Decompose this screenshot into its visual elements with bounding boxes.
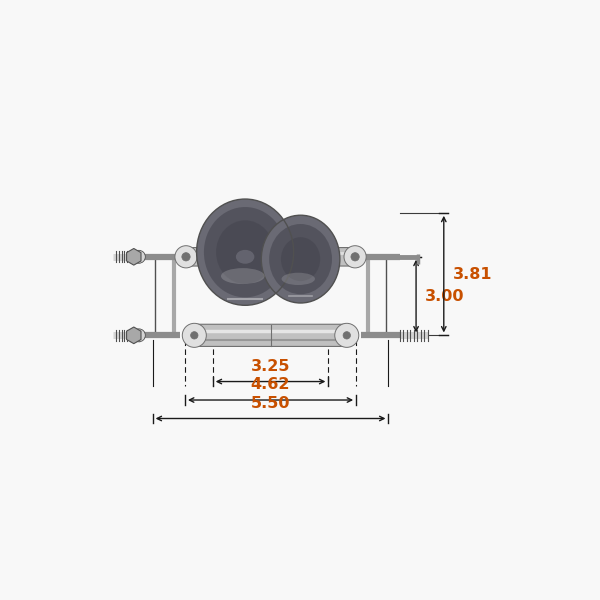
Polygon shape <box>127 248 141 265</box>
Ellipse shape <box>262 215 340 303</box>
Ellipse shape <box>236 250 254 264</box>
Ellipse shape <box>216 220 274 284</box>
Circle shape <box>191 332 198 339</box>
Ellipse shape <box>281 273 315 285</box>
Text: 3.00: 3.00 <box>425 289 465 304</box>
Circle shape <box>335 323 359 347</box>
Text: 3.81: 3.81 <box>453 266 493 281</box>
FancyBboxPatch shape <box>196 324 346 346</box>
Text: 3.25: 3.25 <box>251 359 290 374</box>
Text: 4.62: 4.62 <box>251 377 290 392</box>
Ellipse shape <box>197 199 293 305</box>
Ellipse shape <box>228 233 262 271</box>
Circle shape <box>343 332 350 339</box>
Ellipse shape <box>281 237 320 281</box>
Ellipse shape <box>221 268 265 284</box>
Ellipse shape <box>204 207 286 298</box>
Circle shape <box>133 250 145 263</box>
Circle shape <box>351 253 359 261</box>
Ellipse shape <box>269 224 332 294</box>
Circle shape <box>182 253 190 261</box>
Text: 5.50: 5.50 <box>251 395 290 410</box>
FancyBboxPatch shape <box>189 248 352 266</box>
Circle shape <box>133 329 145 342</box>
Circle shape <box>182 323 206 347</box>
Circle shape <box>175 246 197 268</box>
Circle shape <box>344 246 366 268</box>
Polygon shape <box>127 327 141 344</box>
